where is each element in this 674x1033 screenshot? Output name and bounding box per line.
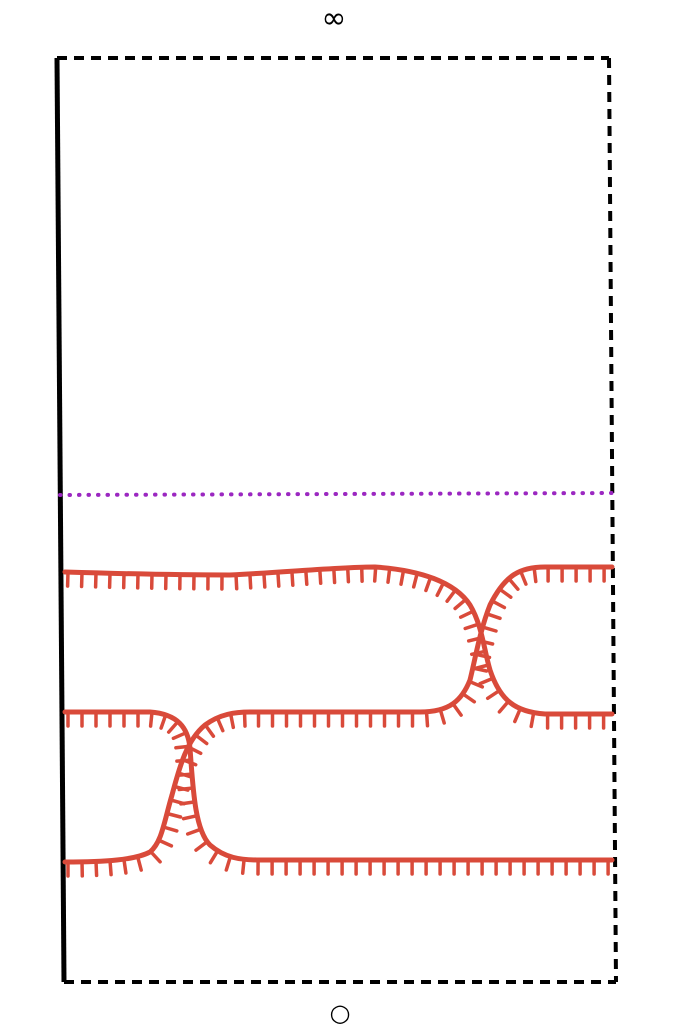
hatch-mark [372, 565, 378, 583]
hatch-mark [318, 567, 323, 586]
hatch-mark [424, 575, 433, 593]
hatch-mark [474, 652, 492, 660]
top-infinity-label: ∞ [321, 1, 347, 36]
hatch-mark [172, 784, 190, 792]
hatch-mark [156, 838, 174, 848]
hatch-mark [458, 609, 476, 619]
hatch-mark [386, 566, 392, 584]
strands [62, 564, 615, 865]
bottom-circle-label: ○ [329, 999, 351, 1027]
left-solid-edge [54, 57, 67, 983]
hatch-mark [477, 638, 495, 646]
hatch-mark [469, 649, 488, 657]
hatch-mark [193, 733, 209, 746]
hatch-mark [165, 811, 183, 819]
strand-middle [62, 709, 615, 863]
hatch-mark [518, 569, 528, 586]
hatch-mark [181, 813, 199, 821]
hatch-mark [166, 719, 180, 734]
hatch-mark [435, 581, 446, 598]
hatch-mark [171, 730, 188, 741]
hatch-mark [485, 612, 502, 621]
hatch-mark [208, 848, 220, 865]
hatch-mark [399, 568, 406, 586]
hatch-mark [345, 565, 351, 584]
dotted-horizontal-line [58, 491, 616, 497]
hatch-mark [478, 676, 495, 686]
hatch-mark [161, 825, 179, 833]
hatch-mark [490, 599, 507, 610]
hatch-mark [411, 571, 419, 589]
strand-top [62, 564, 615, 717]
hatch-mark [463, 622, 481, 631]
hatch-mark [529, 710, 536, 729]
hatch-mark [466, 635, 485, 643]
hatch-mark [451, 701, 463, 717]
hatch-mark [290, 569, 295, 587]
hatch-mark [453, 597, 468, 611]
hatch-mark [176, 771, 194, 779]
strand-hatch-marks [65, 565, 610, 878]
hatch-mark [148, 710, 154, 728]
hatch-mark [185, 827, 203, 836]
hatch-mark [215, 716, 225, 733]
hatch-mark [262, 571, 267, 589]
hatch-mark [135, 854, 143, 872]
hatch-mark [186, 745, 203, 756]
hatch-mark [194, 839, 209, 852]
hatch-mark [438, 707, 446, 725]
hatch-mark [108, 858, 113, 877]
hatch-mark [332, 566, 337, 585]
hatch-mark [424, 710, 430, 728]
hatch-mark [94, 859, 99, 878]
hatch-mark [122, 857, 128, 875]
hatch-mark [248, 572, 253, 590]
hatch-mark [242, 710, 247, 728]
hatch-mark [203, 723, 216, 738]
hatch-mark [507, 576, 520, 591]
hatch-mark [532, 565, 538, 584]
hatch-mark [461, 692, 477, 704]
hatch-mark [480, 625, 498, 633]
hatch-mark [485, 688, 502, 701]
hatch-mark [240, 857, 246, 875]
hatch-mark [304, 568, 309, 587]
hatch-mark [471, 666, 489, 673]
box-boundary [54, 56, 618, 984]
hatch-mark [148, 849, 162, 864]
hatch-mark [467, 679, 485, 689]
hatch-mark [224, 854, 233, 872]
right-dashed-edge [607, 57, 618, 983]
hatch-mark [445, 588, 458, 603]
hatch-mark [513, 706, 523, 724]
hatch-mark [159, 713, 168, 730]
hatch-mark [497, 587, 513, 599]
hatch-mark [497, 699, 511, 714]
hatch-mark [276, 570, 281, 588]
hatch-mark [180, 757, 198, 767]
hatch-mark [168, 798, 186, 806]
hatch-mark [234, 572, 239, 591]
hatch-mark [228, 711, 236, 730]
